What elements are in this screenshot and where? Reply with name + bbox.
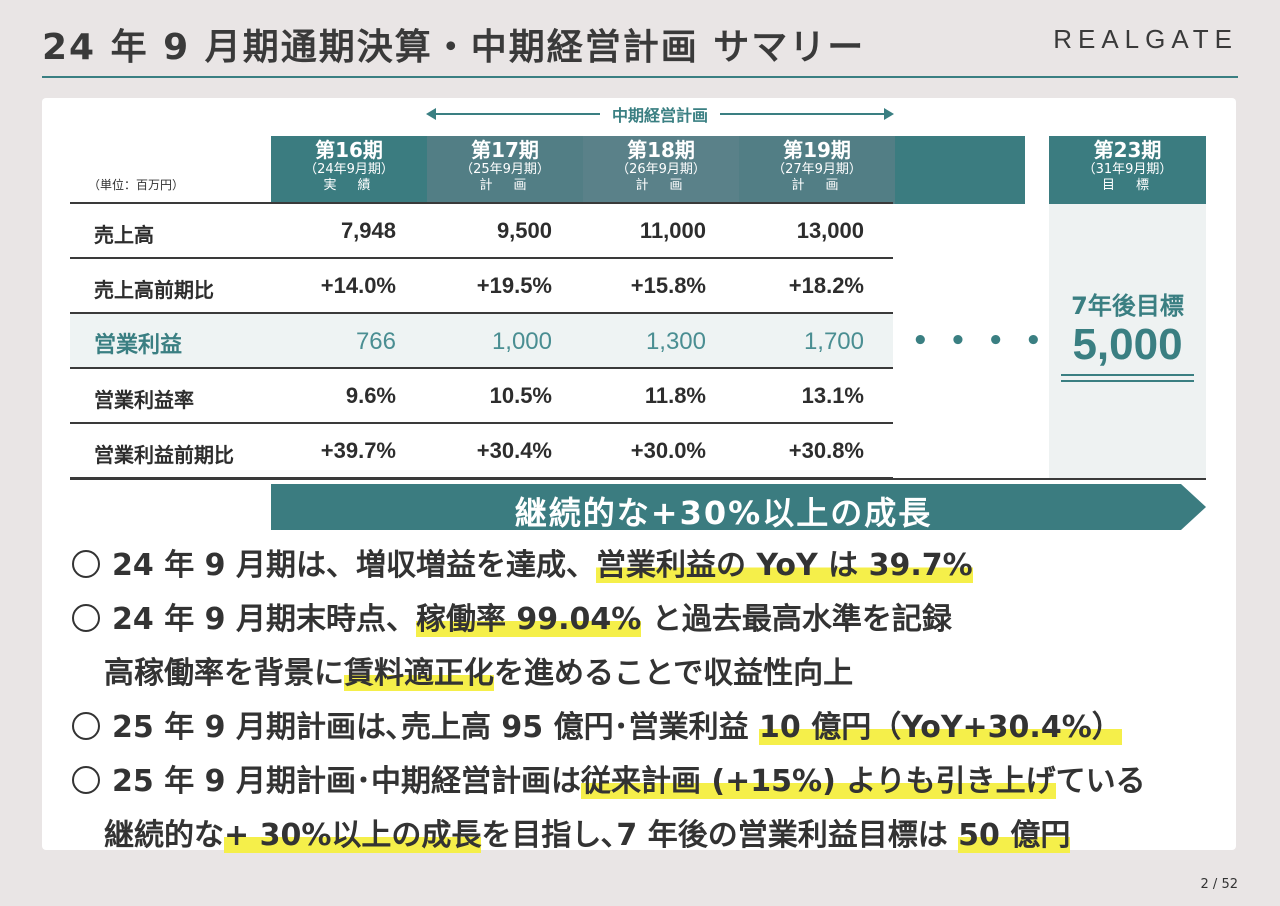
circle-bullet-icon xyxy=(72,766,100,794)
table-cell: +30.4% xyxy=(476,438,552,463)
highlighted-text: 稼働率 99.04% xyxy=(415,602,642,637)
page-number: 2 / 52 xyxy=(1201,877,1239,892)
column-header-16: 第16期 （24年9月期） 実 績 xyxy=(271,136,427,204)
bullet-item-1: 24 年 9 月期は、増収増益を達成、営業利益の YoY は 39.7% xyxy=(72,546,1222,600)
highlighted-text: 賃料適正化 xyxy=(344,656,494,691)
circle-bullet-icon xyxy=(72,604,100,632)
table-row-sales: 売上高 7,948 9,500 11,000 13,000 xyxy=(70,204,893,259)
highlighted-text: 10 億円（YoY+30.4%） xyxy=(759,710,1122,745)
banner-text: 継続的な+30%以上の成長 xyxy=(514,494,933,532)
table-cell: 766 xyxy=(355,328,396,355)
table-cell: 1,700 xyxy=(803,328,864,355)
table-cell: 11.8% xyxy=(644,383,706,408)
table-top-rule xyxy=(70,202,893,204)
highlighted-text: 営業利益の YoY は 39.7% xyxy=(595,548,973,583)
table-cell: 9.6% xyxy=(345,383,396,408)
table-cell: 11,000 xyxy=(639,218,706,243)
table-cell: 13,000 xyxy=(796,218,864,243)
bullet-item-4-continued: 継続的な+ 30%以上の成長を目指し､7 年後の営業利益目標は 50 億円 xyxy=(104,818,1071,853)
column-header-23: 第23期 （31年9月期） 目 標 xyxy=(1049,136,1206,204)
column-header-17: 第17期 （25年9月期） 計 画 xyxy=(427,136,583,204)
target-label: 7年後目標 xyxy=(1071,292,1184,320)
table-cell: +15.8% xyxy=(630,273,706,298)
table-row-operating-profit-yoy: 営業利益前期比 +39.7% +30.4% +30.0% +30.8% xyxy=(70,424,893,479)
company-logo: REALGATE xyxy=(1053,24,1238,54)
table-row-operating-profit: 営業利益 766 1,000 1,300 1,700 xyxy=(70,314,893,369)
midterm-plan-label: 中期経営計画 xyxy=(611,106,708,125)
growth-banner: 継続的な+30%以上の成長 xyxy=(271,484,1206,532)
table-cell: +30.0% xyxy=(630,438,706,463)
arrow-left-icon xyxy=(426,108,436,120)
table-row-operating-margin: 営業利益率 9.6% 10.5% 11.8% 13.1% xyxy=(70,369,893,424)
table-cell: +30.8% xyxy=(788,438,864,463)
bullet-item-3: 25 年 9 月期計画は､売上高 95 億円･営業利益 10 億円（YoY+30… xyxy=(72,708,1222,762)
target-value: 5,000 xyxy=(1072,320,1183,369)
target-box: 7年後目標 5,000 xyxy=(1049,204,1206,478)
double-underline xyxy=(1061,374,1194,382)
arrow-right-icon xyxy=(884,108,894,120)
row-label: 売上高前期比 xyxy=(94,278,214,302)
column-header-18: 第18期 （26年9月期） 計 画 xyxy=(583,136,739,204)
title-divider xyxy=(42,76,1238,78)
column-header-spacer xyxy=(895,136,1025,204)
summary-card: 中期経営計画 （単位：百万円） 第16期 （24年9月期） 実 績 第17期 （… xyxy=(42,98,1236,853)
banner-arrow-shape xyxy=(271,484,1206,530)
row-label: 営業利益前期比 xyxy=(94,443,234,467)
highlighted-text: 従来計画 (+15%) よりも引き上げ xyxy=(580,764,1056,799)
current-page: 2 xyxy=(1200,877,1209,892)
table-cell: 1,000 xyxy=(491,328,552,355)
table-cell: 9,500 xyxy=(496,218,552,243)
circle-bullet-icon xyxy=(72,712,100,740)
unit-label: （単位：百万円） xyxy=(88,178,185,192)
column-header-19: 第19期 （27年9月期） 計 画 xyxy=(739,136,895,204)
circle-bullet-icon xyxy=(72,550,100,578)
table-cell: 7,948 xyxy=(340,218,396,243)
table-bottom-rule xyxy=(70,478,1206,480)
table-cell: +18.2% xyxy=(788,273,864,298)
highlighted-text: + 30%以上の成長 xyxy=(224,818,482,853)
page-separator: / xyxy=(1212,877,1218,892)
bullet-list: 24 年 9 月期は、増収増益を達成、営業利益の YoY は 39.7% 24 … xyxy=(72,546,1222,870)
table-cell: +14.0% xyxy=(320,273,396,298)
bullet-item-2: 24 年 9 月期末時点、稼働率 99.04% と過去最高水準を記録 xyxy=(72,600,1222,654)
midterm-plan-bracket: 中期経営計画 xyxy=(426,102,894,125)
bullet-item-2-continued: 高稼働率を背景に賃料適正化を進めることで収益性向上 xyxy=(104,656,854,691)
highlighted-text: 50 億円 xyxy=(958,818,1071,853)
table-cell: 10.5% xyxy=(489,383,552,408)
table-cell: 13.1% xyxy=(801,383,864,408)
row-label: 売上高 xyxy=(94,223,154,247)
table-cell: +19.5% xyxy=(476,273,552,298)
table-cell: 1,300 xyxy=(645,328,706,355)
table-row-sales-yoy: 売上高前期比 +14.0% +19.5% +15.8% +18.2% xyxy=(70,259,893,314)
total-pages: 52 xyxy=(1221,877,1238,892)
page-title: 24 年 9 月期通期決算・中期経営計画 サマリー xyxy=(42,27,866,68)
bullet-item-4: 25 年 9 月期計画･中期経営計画は従来計画 (+15%) よりも引き上げてい… xyxy=(72,762,1222,816)
table-cell: +39.7% xyxy=(320,438,396,463)
row-label: 営業利益率 xyxy=(94,388,194,412)
row-label: 営業利益 xyxy=(94,333,183,358)
